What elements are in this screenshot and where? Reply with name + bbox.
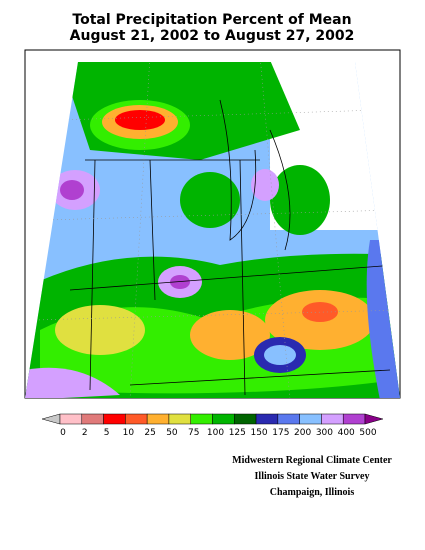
legend-label: 50 [166, 428, 178, 438]
credit: Illinois State Water Survey [255, 471, 370, 482]
credit: Midwestern Regional Climate Center [232, 455, 392, 466]
legend-swatch [103, 413, 126, 425]
legend-label: 200 [294, 428, 311, 438]
legend-swatch [234, 413, 257, 425]
legend-label: 25 [144, 428, 155, 438]
legend-label: 125 [229, 428, 246, 438]
title-line: Total Precipitation Percent of Mean [72, 12, 351, 28]
map [25, 62, 400, 398]
legend-swatch [59, 413, 83, 425]
legend-label: 10 [123, 428, 135, 438]
legend-swatch [212, 413, 235, 425]
legend-swatch [146, 413, 170, 425]
title-line: August 21, 2002 to August 27, 2002 [70, 28, 355, 44]
legend-swatch [277, 413, 300, 425]
legend-swatch [299, 413, 322, 425]
legend-label: 2 [82, 428, 88, 438]
legend-label: 5 [104, 428, 110, 438]
legend-swatch [125, 413, 148, 425]
legend-low [41, 413, 61, 425]
legend-label: 75 [188, 428, 199, 438]
legend-swatch [321, 413, 344, 425]
legend-swatch [81, 413, 104, 425]
legend-label: 150 [250, 428, 267, 438]
legend-label: 0 [60, 428, 66, 438]
legend-label: 100 [207, 428, 224, 438]
legend: 0 2 5 10 25 50 75 100 125 150 175 200 300 400 500 [41, 413, 384, 438]
legend-swatch [190, 413, 213, 425]
legend-high [364, 413, 384, 425]
legend-label: 400 [338, 428, 355, 438]
legend-swatch [342, 413, 366, 425]
legend-label: 175 [272, 428, 289, 438]
legend-label: 300 [316, 428, 333, 438]
legend-label: 500 [359, 428, 376, 438]
legend-swatch [255, 413, 279, 425]
legend-swatch [168, 413, 191, 425]
credit: Champaign, Illinois [270, 487, 355, 498]
